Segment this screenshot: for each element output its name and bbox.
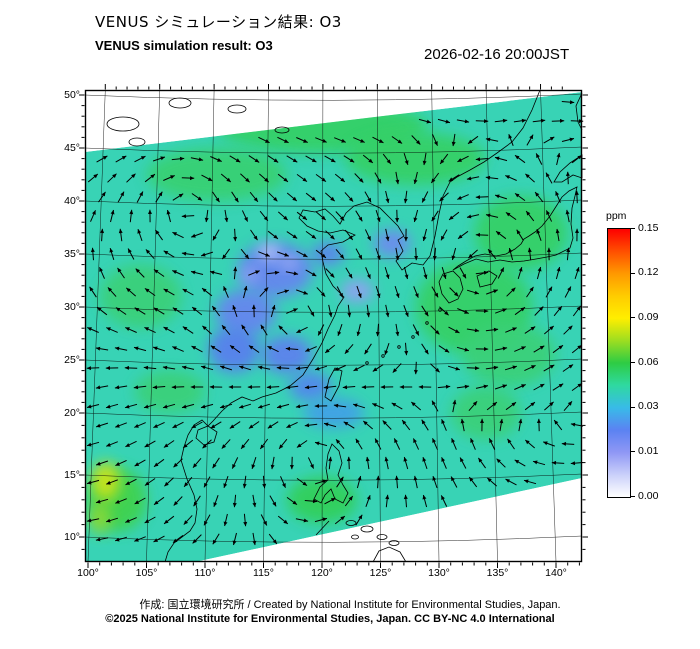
- colorbar-tick-label: 0.01: [638, 444, 659, 457]
- colorbar-tick-label: 0.15: [638, 221, 659, 234]
- o3-field: [85, 92, 582, 562]
- colorbar-tick-label: 0.03: [638, 400, 659, 413]
- copyright-line: ©2025 National Institute for Environment…: [105, 613, 555, 625]
- colorbar-tick-label: 0.09: [638, 310, 659, 323]
- colorbar-tick: [630, 362, 635, 363]
- map-frame: [84, 89, 583, 563]
- lon-label: 100°: [77, 567, 99, 579]
- lon-label: 140°: [545, 567, 567, 579]
- lon-label: 125°: [369, 567, 392, 579]
- credit-line: 作成: 国立環境研究所 / Created by National Instit…: [139, 599, 561, 611]
- colorbar-unit-label: ppm: [606, 210, 627, 222]
- lon-label: 135°: [486, 567, 509, 579]
- lat-label: 40°: [64, 195, 80, 207]
- lat-label: 30°: [64, 301, 80, 313]
- lat-label: 50°: [64, 89, 80, 101]
- latitude-axis-labels: 50° 45° 40° 35° 30° 25° 20° 15° 10°: [46, 89, 80, 562]
- lat-label: 45°: [64, 142, 80, 154]
- colorbar-tick: [630, 496, 635, 497]
- lon-label: 110°: [194, 567, 216, 579]
- colorbar-tick: [630, 451, 635, 453]
- lon-label: 115°: [253, 567, 274, 579]
- lon-label: 130°: [428, 567, 450, 579]
- longitude-axis-labels: 100° 105° 110° 115° 120° 125° 130° 135° 140°: [77, 567, 582, 581]
- colorbar-tick-label: 0.00: [638, 489, 659, 502]
- colorbar-tick: [630, 317, 635, 319]
- lat-label: 20°: [64, 407, 80, 419]
- colorbar-tick: [630, 272, 635, 274]
- colorbar-tick: [630, 406, 635, 408]
- lat-label: 15°: [64, 469, 80, 481]
- lat-label: 25°: [64, 354, 80, 366]
- lat-label: 35°: [64, 248, 80, 260]
- o3-map-canvas: [79, 84, 588, 568]
- colorbar-gradient: [607, 228, 631, 498]
- page-title-english: VENUS simulation result: O3: [95, 38, 273, 53]
- graticule: [84, 89, 583, 563]
- colorbar-tick-label: 0.12: [638, 266, 659, 279]
- lat-label: 10°: [64, 531, 80, 543]
- colorbar-tick-label: 0.06: [638, 355, 659, 368]
- map-plot-area: [79, 84, 588, 568]
- lon-label: 105°: [135, 567, 158, 579]
- wind-vectors: [86, 100, 584, 546]
- colorbar-tick: [630, 228, 635, 229]
- timestamp-label: 2026-02-16 20:00JST: [424, 46, 570, 63]
- frame-ticks: [79, 84, 588, 568]
- lon-label: 120°: [311, 567, 333, 579]
- page-title-japanese: VENUS シミュレーション結果: O3: [95, 13, 342, 31]
